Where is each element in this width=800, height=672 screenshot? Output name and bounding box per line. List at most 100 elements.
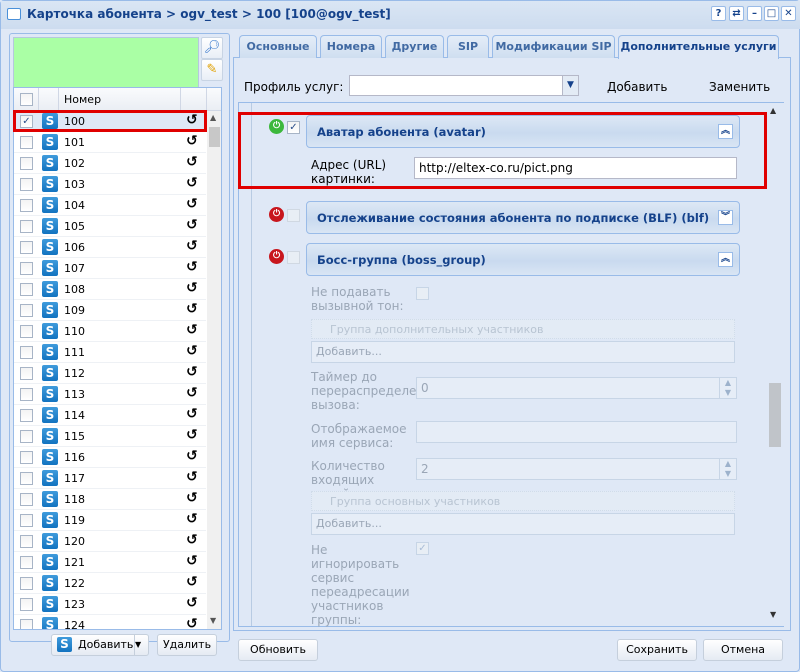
row-checkbox[interactable] [20, 514, 33, 527]
number-row[interactable]: S 107 ↺ [14, 258, 206, 279]
reset-icon[interactable]: ↺ [186, 511, 198, 527]
row-checkbox[interactable] [20, 241, 33, 254]
number-row[interactable]: S 104 ↺ [14, 195, 206, 216]
number-row[interactable]: ✓ S 100 ↺ [14, 111, 206, 132]
number-row[interactable]: S 116 ↺ [14, 447, 206, 468]
tab-other[interactable]: Другие [385, 35, 444, 58]
tab-additional-services[interactable]: Дополнительные услуги [618, 35, 779, 59]
row-checkbox[interactable] [20, 220, 33, 233]
spinner-icon[interactable]: ▲ ▼ [719, 378, 736, 398]
spinner-icon[interactable]: ▲ ▼ [719, 459, 736, 479]
row-checkbox[interactable] [20, 178, 33, 191]
reset-icon[interactable]: ↺ [186, 385, 198, 401]
reset-icon[interactable]: ↺ [186, 175, 198, 191]
number-row[interactable]: S 123 ↺ [14, 594, 206, 615]
number-row[interactable]: S 106 ↺ [14, 237, 206, 258]
reset-icon[interactable]: ↺ [186, 301, 198, 317]
title-bar[interactable]: Карточка абонента > ogv_test > 100 [100@… [1, 1, 800, 29]
scroll-thumb[interactable] [769, 383, 781, 447]
reset-icon[interactable]: ↺ [186, 532, 198, 548]
services-scrollbar[interactable]: ▲ ▼ [767, 103, 782, 625]
number-row[interactable]: S 114 ↺ [14, 405, 206, 426]
grid-scrollbar[interactable]: ▲ ▼ [207, 111, 221, 629]
row-checkbox[interactable] [20, 304, 33, 317]
boss-enable-checkbox[interactable] [287, 251, 300, 264]
no-ringback-checkbox[interactable] [416, 287, 429, 300]
display-name-input[interactable] [416, 421, 737, 443]
delete-number-button[interactable]: Удалить [157, 634, 217, 656]
tab-sip-modifications[interactable]: Модификации SIP [492, 35, 615, 58]
scroll-down-icon[interactable]: ▼ [770, 610, 777, 619]
scroll-thumb[interactable] [209, 127, 220, 147]
row-checkbox[interactable] [20, 388, 33, 401]
add-number-button[interactable]: S Добавить ▼ [51, 634, 149, 656]
scroll-down-icon[interactable]: ▼ [210, 616, 217, 625]
reset-icon[interactable]: ↺ [186, 238, 198, 254]
row-checkbox[interactable] [20, 619, 33, 629]
chevron-down-icon[interactable]: ▼ [562, 76, 578, 95]
cancel-button[interactable]: Отмена [703, 639, 783, 661]
row-checkbox[interactable] [20, 535, 33, 548]
reset-icon[interactable]: ↺ [186, 343, 198, 359]
collapse-icon[interactable]: ︽ [718, 252, 733, 267]
row-checkbox[interactable] [20, 472, 33, 485]
refresh-icon[interactable]: ⇄ [729, 6, 744, 21]
minimize-icon[interactable]: – [747, 6, 762, 21]
profile-replace-button[interactable]: Заменить [709, 80, 771, 94]
number-row[interactable]: S 109 ↺ [14, 300, 206, 321]
row-checkbox[interactable] [20, 577, 33, 590]
help-icon[interactable]: ? [711, 6, 726, 21]
row-checkbox[interactable] [20, 262, 33, 275]
number-row[interactable]: S 112 ↺ [14, 363, 206, 384]
chevron-down-icon[interactable]: ▼ [134, 635, 149, 655]
reset-icon[interactable]: ↺ [186, 469, 198, 485]
avatar-url-input[interactable]: http://eltex-co.ru/pict.png [414, 157, 737, 179]
row-checkbox[interactable]: ✓ [20, 115, 33, 128]
row-checkbox[interactable] [20, 556, 33, 569]
row-checkbox[interactable] [20, 451, 33, 464]
column-number-header[interactable]: Номер [64, 93, 102, 106]
lines-input[interactable]: 2 ▲ ▼ [416, 458, 737, 480]
reset-icon[interactable]: ↺ [186, 280, 198, 296]
save-button[interactable]: Сохранить [617, 639, 697, 661]
number-row[interactable]: S 118 ↺ [14, 489, 206, 510]
service-profile-select[interactable] [349, 75, 579, 96]
scroll-up-icon[interactable]: ▲ [210, 113, 217, 122]
number-row[interactable]: S 121 ↺ [14, 552, 206, 573]
number-row[interactable]: S 102 ↺ [14, 153, 206, 174]
number-row[interactable]: S 120 ↺ [14, 531, 206, 552]
number-row[interactable]: S 105 ↺ [14, 216, 206, 237]
reset-icon[interactable]: ↺ [186, 574, 198, 590]
reset-icon[interactable]: ↺ [186, 154, 198, 170]
expand-icon[interactable]: ︾ [718, 210, 733, 225]
number-row[interactable]: S 101 ↺ [14, 132, 206, 153]
reset-icon[interactable]: ↺ [186, 112, 198, 128]
power-on-icon[interactable]: ⏻ [269, 119, 284, 134]
reset-icon[interactable]: ↺ [186, 595, 198, 611]
reset-icon[interactable]: ↺ [186, 259, 198, 275]
number-row[interactable]: S 111 ↺ [14, 342, 206, 363]
profile-add-button[interactable]: Добавить [607, 80, 668, 94]
number-row[interactable]: S 108 ↺ [14, 279, 206, 300]
power-off-icon[interactable]: ⏻ [269, 207, 284, 222]
row-checkbox[interactable] [20, 598, 33, 611]
number-row[interactable]: S 113 ↺ [14, 384, 206, 405]
blf-enable-checkbox[interactable] [287, 209, 300, 222]
refresh-button[interactable]: Обновить [238, 639, 318, 661]
row-checkbox[interactable] [20, 493, 33, 506]
row-checkbox[interactable] [20, 157, 33, 170]
tab-sip[interactable]: SIP [447, 35, 489, 58]
reset-icon[interactable]: ↺ [186, 553, 198, 569]
reset-icon[interactable]: ↺ [186, 406, 198, 422]
tab-numbers[interactable]: Номера [320, 35, 382, 58]
reset-icon[interactable]: ↺ [186, 616, 198, 630]
power-off-icon[interactable]: ⏻ [269, 249, 284, 264]
select-all-checkbox[interactable] [20, 93, 33, 106]
reset-icon[interactable]: ↺ [186, 427, 198, 443]
reset-icon[interactable]: ↺ [186, 322, 198, 338]
row-checkbox[interactable] [20, 325, 33, 338]
number-row[interactable]: S 119 ↺ [14, 510, 206, 531]
avatar-enable-checkbox[interactable]: ✓ [287, 121, 300, 134]
boss-section-header[interactable]: Босс-группа (boss_group) ︽ [306, 243, 740, 276]
reset-icon[interactable]: ↺ [186, 217, 198, 233]
